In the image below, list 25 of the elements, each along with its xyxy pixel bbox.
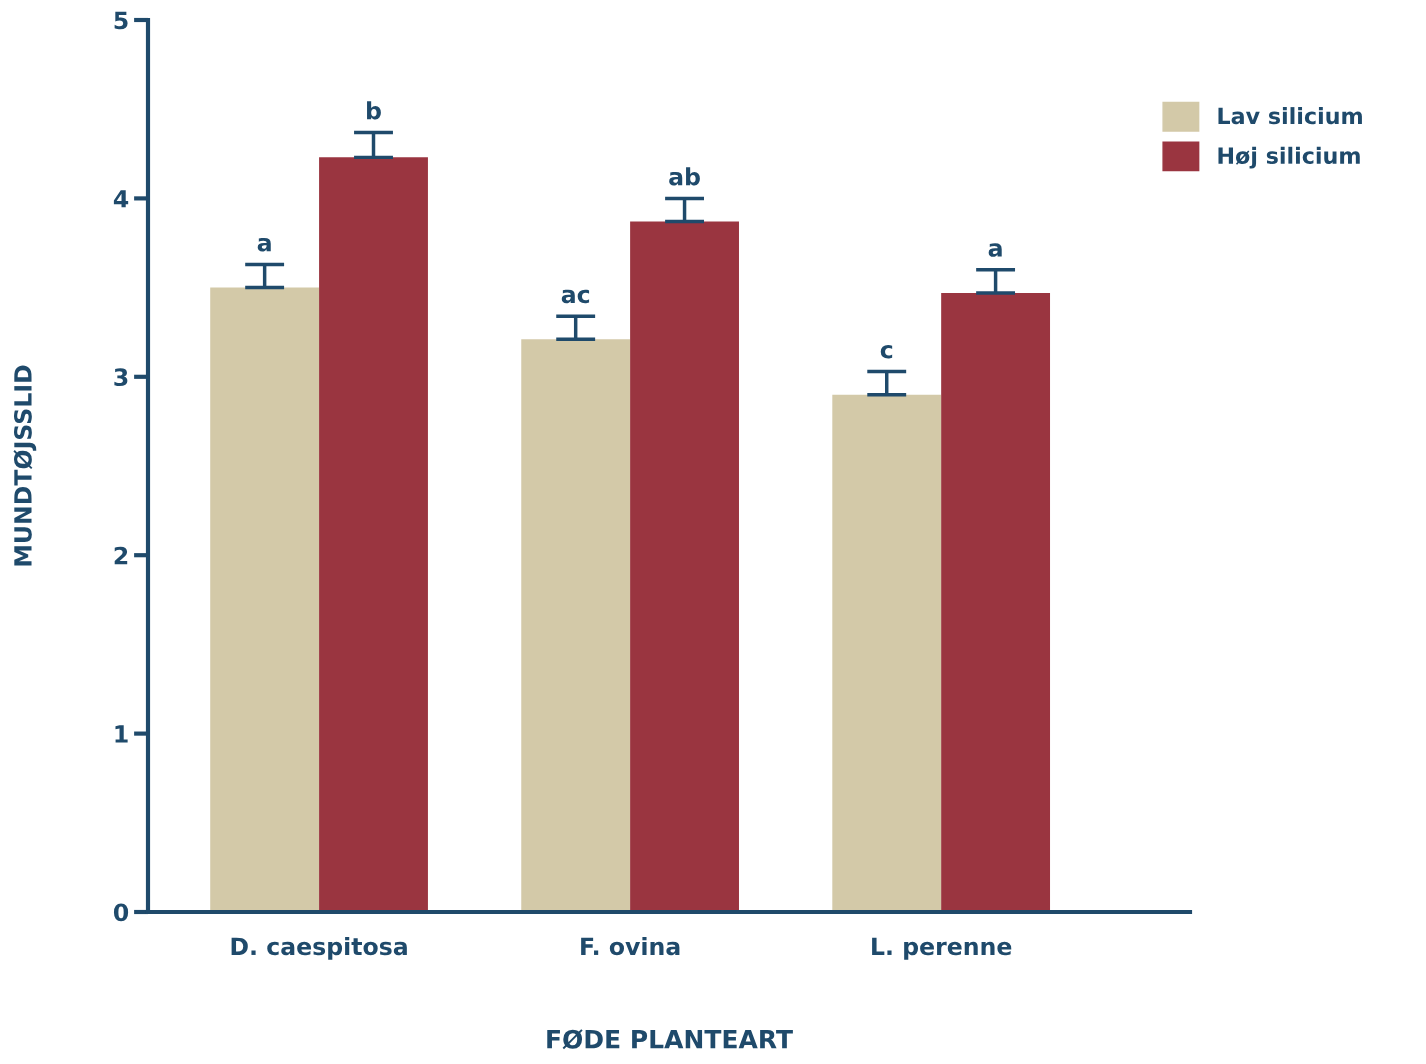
annotation: b bbox=[367, 101, 381, 120]
annotation: a bbox=[988, 243, 1002, 257]
y-tick-label: 1 bbox=[115, 725, 128, 743]
x-axis-title: FØDE PLANTEART bbox=[547, 1029, 793, 1050]
x-tick-label: F. ovina bbox=[581, 937, 680, 956]
y-axis-title: MUNDTØJSSLID bbox=[13, 365, 37, 566]
bar bbox=[319, 157, 428, 912]
x-tick-label: D. caespitosa bbox=[231, 937, 407, 960]
annotation: c bbox=[880, 344, 893, 359]
bar bbox=[210, 287, 320, 912]
annotation: a bbox=[257, 237, 271, 252]
annotation: ab bbox=[669, 167, 700, 186]
annotation: ac bbox=[561, 289, 590, 304]
y-tick-label: 5 bbox=[114, 11, 128, 30]
x-tick-label: L. perenne bbox=[872, 937, 1012, 960]
legend-label: Høj silicium bbox=[1218, 146, 1360, 169]
legend-label: Lav silicium bbox=[1218, 107, 1362, 125]
bar bbox=[941, 292, 1051, 912]
bar bbox=[832, 394, 942, 912]
y-tick-label: 4 bbox=[113, 190, 129, 208]
y-tick-label: 2 bbox=[114, 546, 128, 565]
y-tick-label: 3 bbox=[114, 368, 128, 387]
bar bbox=[521, 339, 631, 912]
bar bbox=[630, 221, 739, 912]
y-tick-label: 0 bbox=[113, 903, 129, 922]
